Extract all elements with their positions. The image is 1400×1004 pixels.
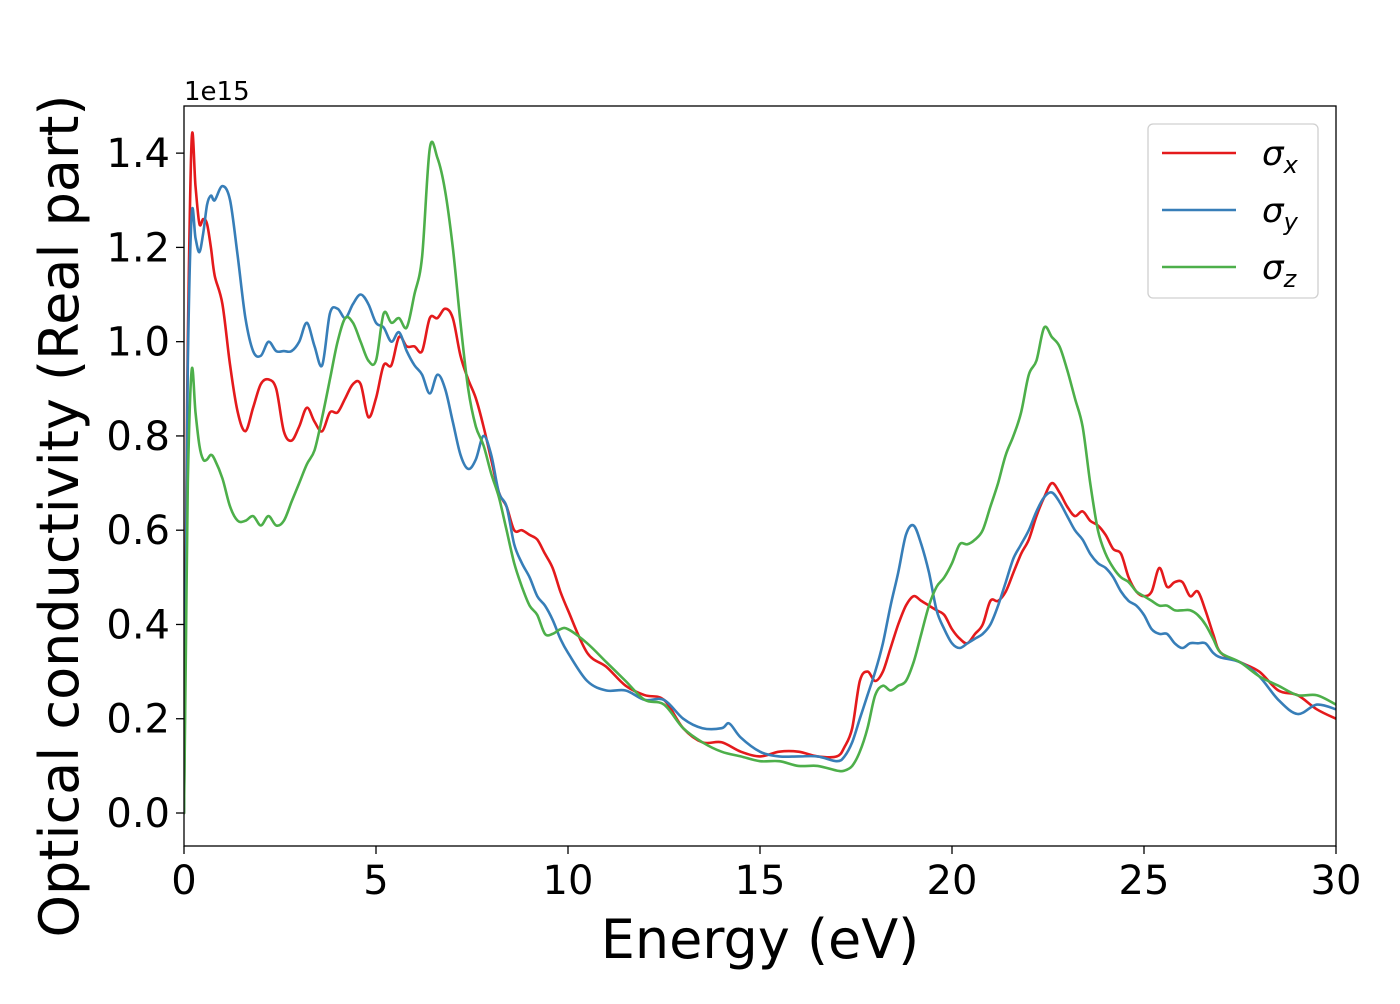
y-tick-label: 1.4 [106, 131, 170, 177]
y-tick-label: 1.0 [106, 320, 170, 366]
series-layer [184, 131, 1336, 815]
y-tick-label: 0.6 [106, 508, 170, 554]
series-line-z [184, 140, 1336, 815]
axes-layer: 0 5 10 15 20 25 30 0.0 0.2 0.4 0.6 0.8 1.0 1.2 1.4 [106, 105, 1362, 904]
x-tick-label: 25 [1119, 858, 1170, 904]
legend-label-y: σy [1262, 191, 1299, 236]
y-tick-label: 0.8 [106, 414, 170, 460]
legend-label-x: σx [1262, 134, 1299, 179]
legend-label-z: σz [1262, 248, 1298, 293]
y-tick-label: 0.2 [106, 697, 170, 743]
x-axis-title: Energy (eV) [601, 908, 920, 971]
y-tick-label: 0.4 [106, 602, 170, 648]
x-tick-label: 20 [927, 858, 978, 904]
y-axis-title: Optical conductivity (Real part) [28, 95, 91, 938]
y-offset-label: 1e15 [184, 77, 250, 107]
y-tick-label: 1.2 [106, 225, 170, 271]
x-tick-label: 10 [543, 858, 594, 904]
x-tick-label: 15 [735, 858, 786, 904]
y-tick-label: 0.0 [106, 791, 170, 837]
x-tick-label: 0 [171, 858, 196, 904]
x-tick-label: 30 [1311, 858, 1362, 904]
x-tick-label: 5 [363, 858, 388, 904]
series-line-y [184, 184, 1336, 815]
legend: σx σy σz [1147, 123, 1319, 299]
